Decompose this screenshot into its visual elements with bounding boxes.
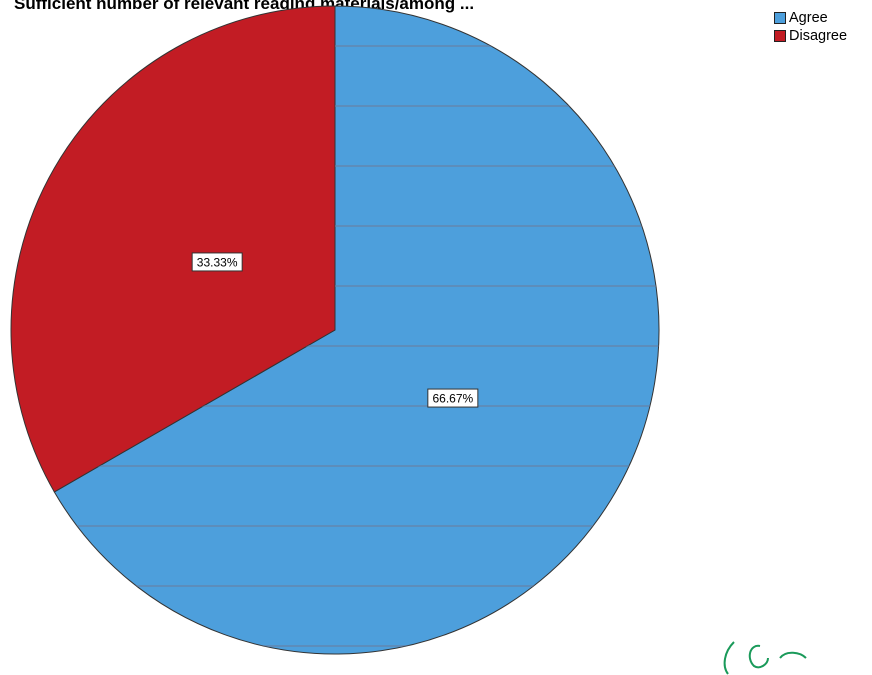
legend-item-disagree[interactable]: Disagree bbox=[774, 27, 847, 45]
legend-label-disagree: Disagree bbox=[789, 27, 848, 44]
data-label-box-disagree bbox=[191, 252, 243, 272]
data-label-agree: 66.67% bbox=[432, 392, 473, 406]
legend-swatch-disagree bbox=[774, 30, 786, 42]
data-label-box-agree bbox=[427, 388, 479, 408]
handwritten-mark bbox=[723, 641, 807, 675]
chart-legend: Agree Disagree bbox=[774, 9, 847, 45]
data-label-disagree: 33.33% bbox=[197, 255, 238, 269]
legend-label-agree: Agree bbox=[789, 9, 828, 26]
pie-data-labels: 66.67% 33.33% bbox=[191, 252, 479, 408]
pie-slices bbox=[10, 5, 660, 655]
pie-slice-agree[interactable] bbox=[53, 5, 660, 655]
legend-item-agree[interactable]: Agree bbox=[774, 9, 847, 27]
pie-slice-disagree[interactable] bbox=[10, 5, 336, 493]
legend-swatch-agree bbox=[774, 12, 786, 24]
